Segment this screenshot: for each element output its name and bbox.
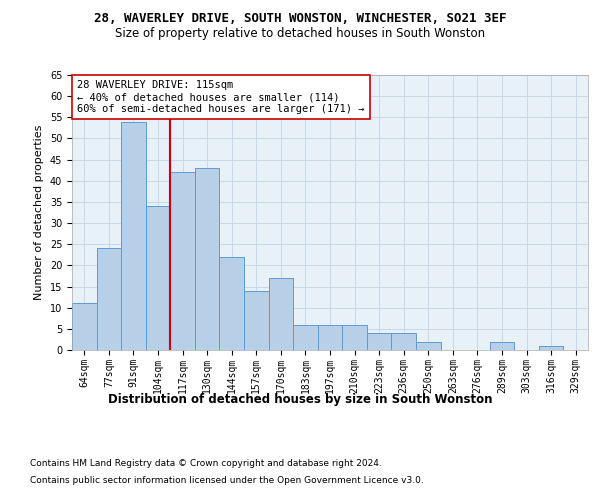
Y-axis label: Number of detached properties: Number of detached properties [34,125,44,300]
Bar [146,206,170,350]
Text: Size of property relative to detached houses in South Wonston: Size of property relative to detached ho… [115,28,485,40]
Bar [121,122,146,350]
Bar [367,333,391,350]
Text: 28, WAVERLEY DRIVE, SOUTH WONSTON, WINCHESTER, SO21 3EF: 28, WAVERLEY DRIVE, SOUTH WONSTON, WINCH… [94,12,506,26]
Text: 28 WAVERLEY DRIVE: 115sqm
← 40% of detached houses are smaller (114)
60% of semi: 28 WAVERLEY DRIVE: 115sqm ← 40% of detac… [77,80,365,114]
Bar [342,324,367,350]
Bar [539,346,563,350]
Bar [490,342,514,350]
Bar [220,257,244,350]
Bar [195,168,220,350]
Bar [244,291,269,350]
Bar [170,172,195,350]
Bar [416,342,440,350]
Text: Contains public sector information licensed under the Open Government Licence v3: Contains public sector information licen… [30,476,424,485]
Bar [318,324,342,350]
Bar [293,324,318,350]
Text: Contains HM Land Registry data © Crown copyright and database right 2024.: Contains HM Land Registry data © Crown c… [30,458,382,468]
Bar [97,248,121,350]
Text: Distribution of detached houses by size in South Wonston: Distribution of detached houses by size … [108,392,492,406]
Bar [391,333,416,350]
Bar [72,304,97,350]
Bar [269,278,293,350]
